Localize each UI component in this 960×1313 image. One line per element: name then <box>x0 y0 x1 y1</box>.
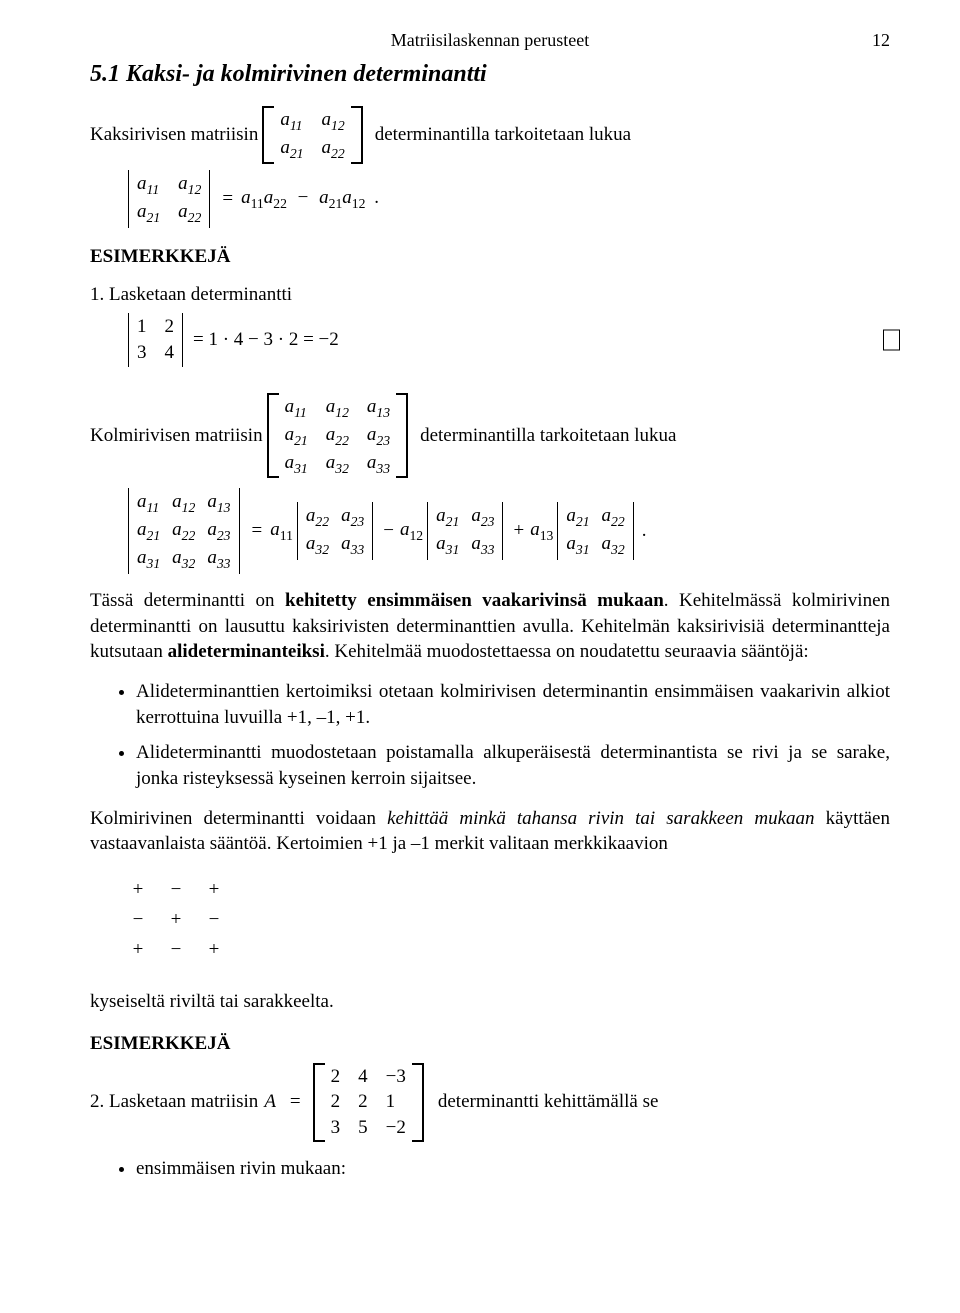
bold-alidet: alideterminanteiksi <box>168 641 325 662</box>
text-tarkoitetaan-2: determinantilla tarkoitetaan lukua <box>420 424 676 448</box>
bullet-3: ensimmäisen rivin mukaan: <box>136 1156 890 1182</box>
matrix-ex2: 2 4 −3 2 2 1 3 5 −2 <box>313 1063 424 1142</box>
def-line-3x3: Kolmirivisen matriisin a11 a12 a13 a21 a… <box>90 393 890 479</box>
section-title: 5.1 Kaksi- ja kolmirivinen determinantti <box>90 61 890 88</box>
det-2x2-vbars: a11 a12 a21 a22 <box>128 170 210 228</box>
example2-A: A <box>264 1091 276 1112</box>
bullet-2: Alideterminantti muodostetaan poistamall… <box>136 740 890 791</box>
det-3x3-lhs: a11 a12 a13 a21 a22 a23 a31 a32 a33 <box>128 488 240 574</box>
det-2x2-rhs: a11a22 − a21a12 . <box>241 186 379 212</box>
matrix-3x3-bracket: a11 a12 a13 a21 a22 a23 a31 a32 a33 <box>267 393 409 479</box>
example1-calc: 1 2 3 4 = 1 · 4 − 3 · 2 = −2 <box>124 313 890 367</box>
ex1-rhs: = 1 · 4 − 3 · 2 = −2 <box>193 328 339 352</box>
matrix-2x2-bracket: a11 a12 a21 a22 <box>262 106 362 164</box>
para-tassa: Tässä determinantti on kehitetty ensimmä… <box>90 588 890 665</box>
example2-after: determinantti kehittämällä se <box>438 1090 659 1114</box>
para-kolmirivinen: Kolmirivinen determinantti voidaan kehit… <box>90 806 890 857</box>
sign-pattern: +−+ −+− +−+ <box>124 871 890 975</box>
italic-kehittaa: kehittää minkä tahansa rivin tai sarakke… <box>387 808 814 829</box>
det-3x3-expansion: a11 a12 a13 a21 a22 a23 a31 a32 a33 = a1… <box>124 488 890 574</box>
text-tarkoitetaan-1: determinantilla tarkoitetaan lukua <box>375 123 631 147</box>
text-kaksirivisen: Kaksirivisen matriisin <box>90 123 258 147</box>
bold-kehitetty: kehitetty ensimmäisen vaakarivinsä mukaa… <box>285 590 664 611</box>
example2-sublist: ensimmäisen rivin mukaan: <box>90 1156 890 1182</box>
example2-label: 2. Lasketaan matriisin <box>90 1090 258 1114</box>
subhead-esimerkkeja-2: ESIMERKKEJÄ <box>90 1033 890 1055</box>
minor-12: a21 a23 a31 a33 <box>427 502 503 560</box>
subhead-esimerkkeja-1: ESIMERKKEJÄ <box>90 246 890 268</box>
example1-label: 1. Lasketaan determinantti <box>90 282 890 308</box>
placeholder-box-icon <box>883 330 900 351</box>
bullet-1: Alideterminanttien kertoimiksi otetaan k… <box>136 679 890 730</box>
running-title: Matriisilaskennan perusteet <box>391 30 589 50</box>
page-number: 12 <box>872 30 890 51</box>
minor-13: a21 a22 a31 a32 <box>557 502 633 560</box>
running-header: Matriisilaskennan perusteet 12 <box>90 30 890 51</box>
det-2x2-formula: a11 a12 a21 a22 = a11a22 − a21a12 . <box>124 170 890 228</box>
minor-11: a22 a23 a32 a33 <box>297 502 373 560</box>
example2-line: 2. Lasketaan matriisin A = 2 4 −3 2 2 1 … <box>90 1063 890 1142</box>
text-kolmirivisen: Kolmirivisen matriisin <box>90 424 263 448</box>
rules-list: Alideterminanttien kertoimiksi otetaan k… <box>90 679 890 792</box>
para-kyseiselta: kyseiseltä riviltä tai sarakkeelta. <box>90 989 890 1015</box>
det-ex1: 1 2 3 4 <box>128 313 183 367</box>
def-line-2x2: Kaksirivisen matriisin a11 a12 a21 a22 d… <box>90 106 890 164</box>
